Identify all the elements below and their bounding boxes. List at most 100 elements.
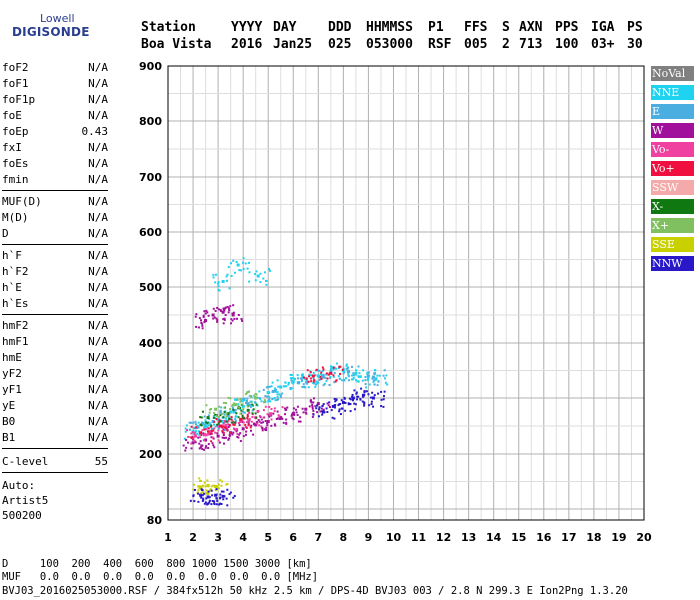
- point-jitter: [215, 414, 218, 417]
- point-jitter: [213, 316, 216, 319]
- param-value: N/A: [88, 297, 108, 310]
- header-value-4: 053000: [366, 37, 413, 52]
- point-jitter: [210, 485, 213, 488]
- point-jitter: [330, 409, 333, 412]
- legend-item-w: W: [651, 123, 694, 138]
- point-jitter: [317, 369, 320, 372]
- point-jitter: [217, 415, 220, 418]
- y-tick-label: 300: [139, 392, 162, 405]
- point-jitter: [325, 373, 328, 376]
- point-jitter: [341, 368, 344, 371]
- point-jitter: [357, 380, 360, 383]
- point-jitter: [203, 481, 206, 484]
- point-w: [216, 434, 220, 438]
- point-jitter: [203, 448, 206, 451]
- point-jitter: [225, 497, 228, 500]
- point-jitter: [190, 437, 193, 440]
- point-jitter: [218, 289, 221, 292]
- point-jitter: [225, 419, 228, 422]
- point-jitter: [247, 423, 250, 426]
- point-jitter: [314, 374, 317, 377]
- point-jitter: [357, 365, 360, 368]
- point-jitter: [321, 413, 324, 416]
- point-jitter: [221, 430, 224, 433]
- point-jitter: [229, 305, 232, 308]
- point-jitter: [270, 418, 273, 421]
- point-jitter: [258, 415, 261, 418]
- point-jitter: [268, 385, 271, 388]
- param-b0: B0 N/A: [2, 415, 108, 429]
- point-jitter: [206, 502, 209, 505]
- point-jitter: [256, 422, 259, 425]
- point-jitter: [205, 492, 208, 495]
- point-jitter: [356, 398, 359, 401]
- point-jitter: [219, 496, 222, 499]
- point-jitter: [380, 390, 383, 393]
- param-name: h`F2: [2, 265, 29, 278]
- point-vo: [199, 431, 203, 435]
- point-jitter: [232, 311, 235, 314]
- point-jitter: [248, 419, 251, 422]
- point-jitter: [201, 499, 204, 502]
- point-jitter: [300, 376, 303, 379]
- point-jitter: [267, 413, 270, 416]
- point-jitter: [216, 423, 219, 426]
- point-jitter: [217, 429, 220, 432]
- param-value: N/A: [88, 93, 108, 106]
- point-jitter: [285, 408, 288, 411]
- point-jitter: [198, 487, 201, 490]
- point-jitter: [186, 429, 189, 432]
- point-jitter: [198, 477, 201, 480]
- point-jitter: [219, 414, 222, 417]
- point-jitter: [194, 420, 197, 423]
- header-value-8: 713: [519, 37, 543, 52]
- point-jitter: [202, 491, 205, 494]
- point-jitter: [264, 420, 267, 423]
- point-jitter: [255, 416, 258, 419]
- point-jitter: [253, 401, 256, 404]
- point-jitter: [216, 306, 219, 309]
- legend-item-vo: Vo+: [651, 161, 694, 176]
- param-he: h`E N/A: [2, 281, 108, 295]
- point-jitter: [226, 504, 229, 507]
- point-jitter: [347, 366, 350, 369]
- param-value: N/A: [88, 319, 108, 332]
- point-jitter: [286, 406, 289, 409]
- logo-line2: DIGISONDE: [12, 25, 90, 39]
- point-jitter: [200, 321, 203, 324]
- param-name: D: [2, 227, 9, 240]
- point-jitter: [285, 418, 288, 421]
- point-jitter: [217, 282, 220, 285]
- point-jitter: [292, 377, 295, 380]
- point-jitter: [325, 407, 328, 410]
- point-jitter: [268, 268, 271, 271]
- point-jitter: [215, 488, 218, 491]
- point-jitter: [232, 496, 235, 499]
- point-jitter: [277, 398, 280, 401]
- point-w: [231, 313, 235, 317]
- point-jitter: [215, 317, 218, 320]
- point-jitter: [208, 499, 211, 502]
- point-w: [191, 441, 195, 445]
- point-jitter: [322, 368, 325, 371]
- point-jitter: [253, 394, 256, 397]
- x-tick-label: 20: [636, 531, 652, 544]
- point-jitter: [306, 382, 309, 385]
- point-jitter: [192, 483, 195, 486]
- param-value: N/A: [88, 173, 108, 186]
- point-jitter: [188, 436, 191, 439]
- point-w: [304, 407, 308, 411]
- point-jitter: [194, 423, 197, 426]
- point-jitter: [207, 490, 210, 493]
- point-nnw: [361, 393, 365, 397]
- point-jitter: [314, 383, 317, 386]
- point-jitter: [185, 446, 188, 449]
- point-jitter: [219, 411, 222, 414]
- point-jitter: [334, 380, 337, 383]
- header-value-10: 03+: [591, 37, 615, 52]
- point-jitter: [312, 413, 315, 416]
- point-jitter: [190, 421, 193, 424]
- point-jitter: [305, 377, 308, 380]
- point-e: [346, 370, 350, 374]
- point-jitter: [226, 273, 229, 276]
